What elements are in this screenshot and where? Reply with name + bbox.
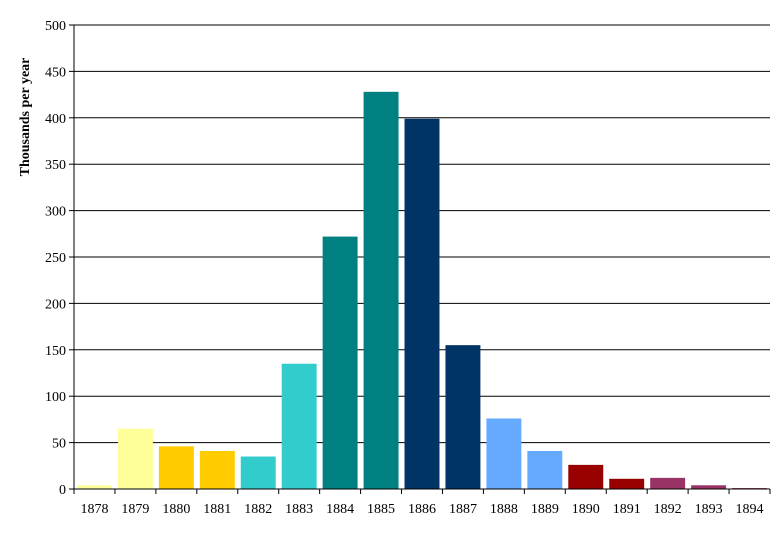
x-tick-label: 1879 [121,502,149,517]
bar-1892 [650,477,686,489]
x-tick-label: 1883 [285,502,313,517]
x-tick-label: 1887 [449,502,477,517]
y-tick-label: 100 [45,390,66,405]
bar-1881 [199,450,235,489]
x-tick-label: 1881 [203,502,231,517]
bar-1891 [609,478,645,489]
bar-1880 [158,446,194,489]
bar-1882 [240,456,276,489]
bar-1884 [322,236,358,489]
bar-1893 [691,485,727,489]
bars [77,91,767,489]
y-tick-label: 0 [59,483,66,498]
x-tick-label: 1894 [736,502,764,517]
y-tick-labels: 0 50 100 150 200 250 300 350 400 450 500 [45,19,66,498]
x-tick-label: 1885 [367,502,395,517]
bar-1885 [363,91,399,489]
y-tick-label: 350 [45,158,66,173]
bar-1890 [568,464,604,489]
x-tick-label: 1893 [695,502,723,517]
x-tick-label: 1882 [244,502,272,517]
y-tick-label: 250 [45,251,66,266]
bar-1886 [404,118,440,489]
bar-1879 [117,428,153,489]
y-tick-label: 400 [45,112,66,127]
x-tick-label: 1884 [326,502,354,517]
bar-1883 [281,363,317,489]
x-tick-label: 1891 [613,502,641,517]
axes [73,25,770,490]
bar-1878 [77,485,112,489]
x-tick-label: 1886 [408,502,436,517]
y-tick-label: 500 [45,19,66,34]
x-tick-label: 1890 [572,502,600,517]
bar-1887 [445,345,481,489]
y-tick-label: 450 [45,65,66,80]
bar-1888 [486,418,522,489]
y-tick-label: 50 [52,437,66,452]
x-tick-label: 1892 [654,502,682,517]
x-tick-label: 1889 [531,502,559,517]
y-tick-label: 200 [45,297,66,312]
y-tick-label: 150 [45,344,66,359]
x-tick-label: 1878 [80,502,108,517]
y-tick-label: 300 [45,205,66,220]
x-tick-label: 1888 [490,502,518,517]
bar-1889 [527,450,563,489]
x-tick-labels: 1878 1879 1880 1881 1882 1883 1884 1885 1886 1887… [73,489,771,517]
x-tick-label: 1880 [162,502,190,517]
y-axis-title: Thousands per year [18,58,33,177]
